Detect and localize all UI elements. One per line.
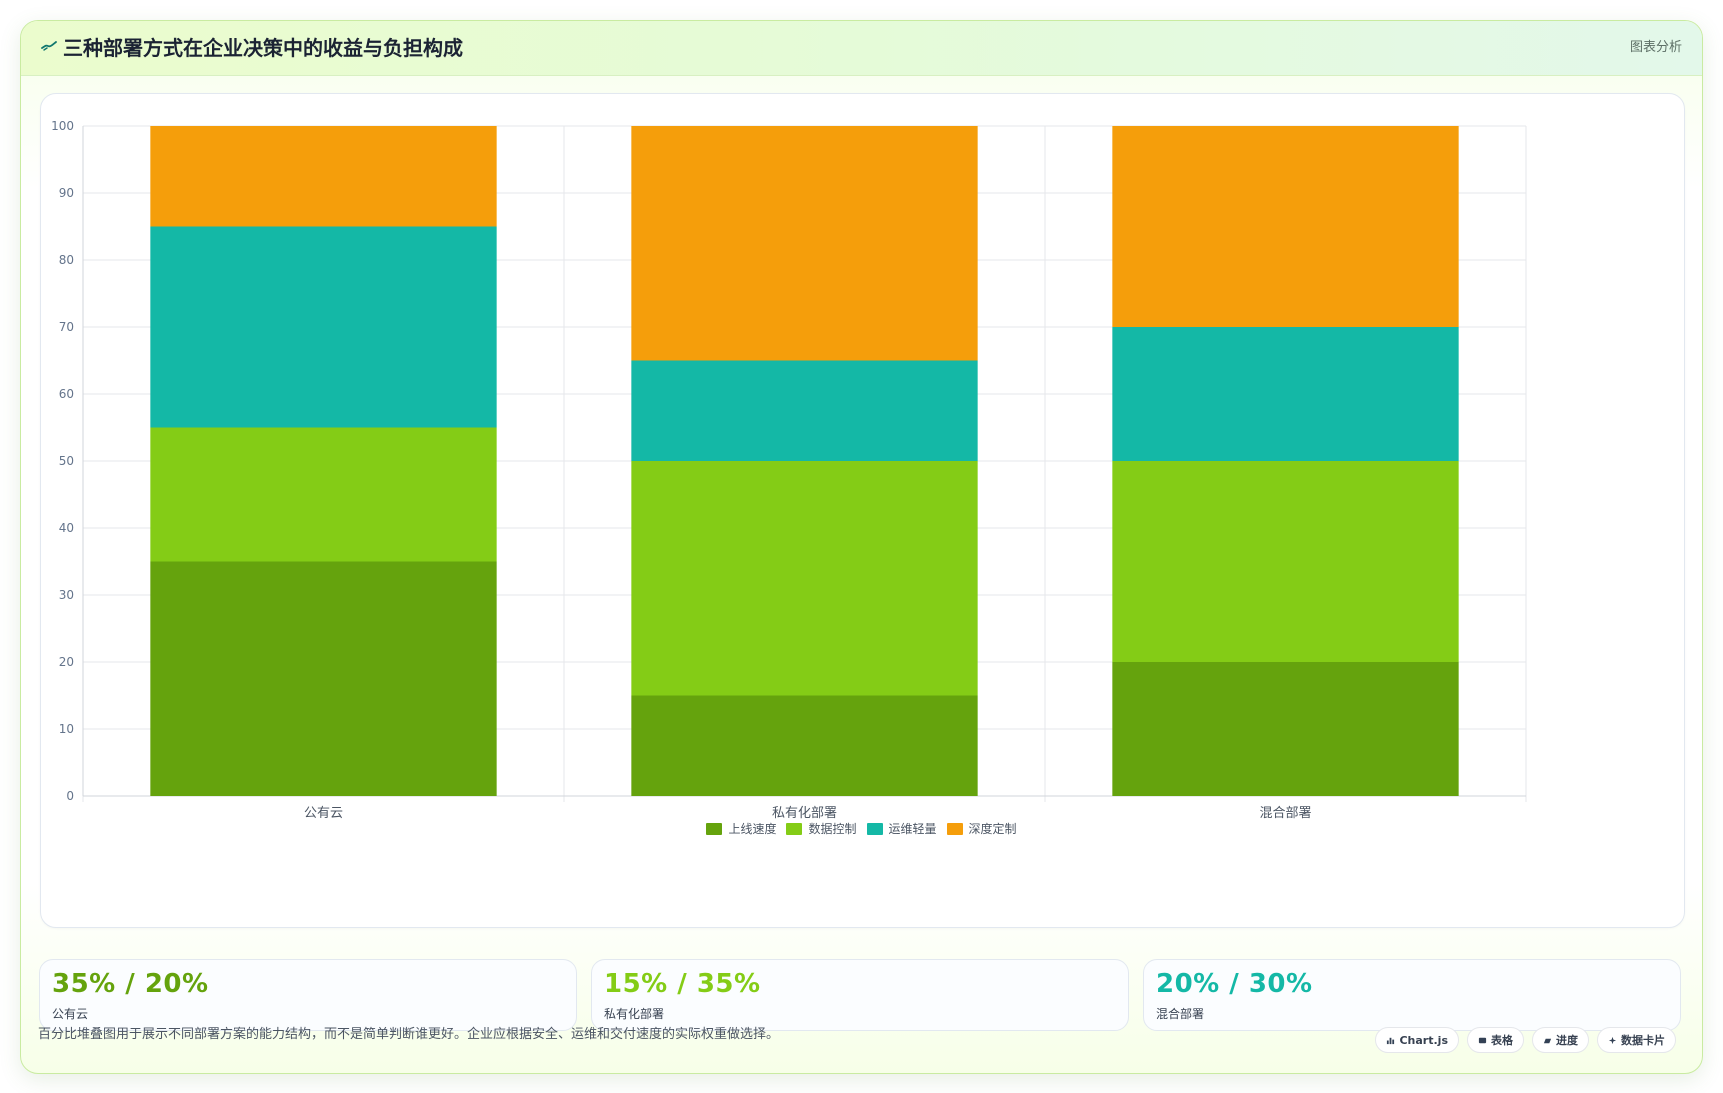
stat-card-hybrid-deployment: 20% / 30% 混合部署 xyxy=(1143,959,1681,1031)
tag-table[interactable]: 表格 xyxy=(1467,1027,1524,1053)
legend-item-data-control[interactable]: 数据控制 xyxy=(786,822,857,836)
bar-segment-4-1[interactable] xyxy=(150,126,497,227)
x-category-label: 私有化部署 xyxy=(772,806,837,821)
tag-chartjs[interactable]: Chart.js xyxy=(1375,1027,1459,1053)
bar-segment-1-3[interactable] xyxy=(1112,662,1459,796)
tag-label: 数据卡片 xyxy=(1621,1034,1665,1047)
tag-label: 表格 xyxy=(1491,1034,1513,1047)
x-category-label: 混合部署 xyxy=(1259,806,1311,821)
stat-card-public-cloud: 35% / 20% 公有云 xyxy=(39,959,577,1031)
trend-icon xyxy=(41,41,57,51)
chart-legend: 上线速度 数据控制 运维轻量 深度定制 xyxy=(0,819,1723,839)
legend-item-light-ops[interactable]: 运维轻量 xyxy=(866,822,937,836)
legend-swatch xyxy=(786,823,803,835)
y-tick-label: 80 xyxy=(59,253,74,267)
bar-segment-2-1[interactable] xyxy=(150,427,497,562)
table-icon xyxy=(1478,1037,1487,1043)
tag-label: 进度 xyxy=(1556,1034,1578,1047)
y-tick-label: 60 xyxy=(59,387,74,401)
bar-segment-2-3[interactable] xyxy=(1112,461,1459,662)
legend-swatch xyxy=(866,823,883,835)
stacked-bar-chart: 0 10 20 30 40 50 60 70 80 90 100 公有云 私有化部署 混合部署 xyxy=(51,119,1527,821)
legend-item-speed[interactable]: 上线速度 xyxy=(706,822,776,836)
legend-label: 数据控制 xyxy=(808,822,857,836)
footer-note: 百分比堆叠图用于展示不同部署方案的能力结构，而不是简单判断谁更好。企业应根据安全… xyxy=(38,1027,780,1042)
stat-card-private-deployment: 15% / 35% 私有化部署 xyxy=(591,959,1129,1031)
progress-icon xyxy=(1543,1038,1552,1043)
legend-label: 运维轻量 xyxy=(888,822,937,836)
y-tick-label: 30 xyxy=(59,588,74,602)
stat-label: 私有化部署 xyxy=(604,1007,665,1021)
stat-value: 35% / 20% xyxy=(52,969,209,999)
bar-segment-1-2[interactable] xyxy=(631,695,978,797)
bar-segment-3-1[interactable] xyxy=(150,226,497,428)
bar-segment-1-1[interactable] xyxy=(150,561,497,797)
stat-value: 20% / 30% xyxy=(1156,969,1313,999)
y-tick-label: 90 xyxy=(59,186,74,200)
legend-item-deep-customization[interactable]: 深度定制 xyxy=(946,822,1017,836)
bar-segment-4-2[interactable] xyxy=(631,126,978,361)
stat-label: 公有云 xyxy=(52,1007,89,1021)
bar-segment-3-3[interactable] xyxy=(1112,327,1459,461)
chart-icon xyxy=(1387,1037,1395,1044)
y-tick-label: 10 xyxy=(59,722,74,736)
page-title: 三种部署方式在企业决策中的收益与负担构成 xyxy=(63,36,463,60)
legend-swatch xyxy=(706,823,723,835)
feature-tag-list: Chart.js 表格 进度 数据卡片 xyxy=(1375,1027,1676,1055)
legend-label: 深度定制 xyxy=(968,822,1017,836)
panel-header: 三种部署方式在企业决策中的收益与负担构成 图表分析 xyxy=(21,21,1702,76)
tag-label: Chart.js xyxy=(1399,1033,1448,1047)
sparkle-icon xyxy=(1608,1036,1617,1044)
y-tick-label: 0 xyxy=(66,789,74,803)
y-tick-label: 100 xyxy=(51,119,74,133)
y-tick-label: 20 xyxy=(59,655,74,669)
chart-analysis-label: 图表分析 xyxy=(1629,40,1682,55)
y-tick-label: 50 xyxy=(59,454,74,468)
chart-card: 0 10 20 30 40 50 60 70 80 90 100 公有云 私有化部署 混合部署 xyxy=(40,93,1685,928)
bar-segment-2-2[interactable] xyxy=(631,461,978,696)
legend-label: 上线速度 xyxy=(728,822,777,836)
y-tick-label: 40 xyxy=(59,521,74,535)
x-category-label: 公有云 xyxy=(304,806,343,821)
tag-progress[interactable]: 进度 xyxy=(1532,1027,1589,1053)
y-tick-label: 70 xyxy=(59,320,74,334)
bar-segment-3-2[interactable] xyxy=(631,360,978,462)
stat-value: 15% / 35% xyxy=(604,969,761,999)
stat-label: 混合部署 xyxy=(1156,1007,1205,1021)
bar-segment-4-3[interactable] xyxy=(1112,126,1459,327)
legend-swatch xyxy=(946,823,963,835)
tag-data-cards[interactable]: 数据卡片 xyxy=(1597,1027,1676,1053)
dashboard-panel: 三种部署方式在企业决策中的收益与负担构成 图表分析 0 10 20 30 40 50 60 7… xyxy=(20,20,1703,1074)
